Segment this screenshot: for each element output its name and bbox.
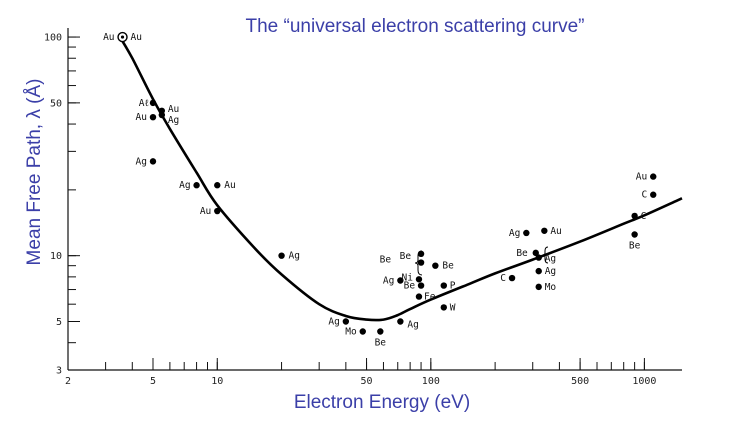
data-point bbox=[397, 277, 404, 284]
data-point-center bbox=[120, 35, 125, 39]
data-point-label: Be bbox=[629, 240, 641, 251]
data-point bbox=[193, 182, 200, 189]
data-point-label: Ag bbox=[289, 251, 300, 262]
data-point-label: Au bbox=[224, 180, 235, 191]
data-point bbox=[377, 328, 384, 335]
data-point-label: Au bbox=[131, 32, 142, 43]
data-point-label: Au bbox=[103, 32, 114, 43]
brace-be-high-energy bbox=[542, 246, 549, 264]
data-point bbox=[359, 328, 366, 335]
data-point-label: Ag bbox=[383, 275, 394, 286]
data-point bbox=[650, 191, 657, 198]
data-point-label: Ag bbox=[179, 180, 190, 191]
data-point-label: Ag bbox=[509, 228, 520, 239]
data-point-label: Ag bbox=[545, 254, 556, 265]
data-point-label: Aℓ bbox=[139, 98, 149, 109]
data-point bbox=[149, 99, 157, 107]
data-point bbox=[631, 231, 638, 238]
data-point-label: Be bbox=[375, 338, 387, 349]
data-point bbox=[532, 249, 539, 257]
data-point-label: C bbox=[641, 190, 647, 201]
data-point-label: Ag bbox=[407, 319, 418, 330]
data-point bbox=[158, 111, 166, 119]
x-tick-label: 1000 bbox=[632, 376, 656, 387]
data-point bbox=[415, 293, 423, 300]
y-tick-label: 10 bbox=[50, 251, 62, 262]
universal-curve bbox=[118, 36, 683, 322]
data-point bbox=[535, 254, 542, 261]
x-tick-label: 500 bbox=[571, 376, 589, 387]
data-point bbox=[523, 229, 530, 237]
data-point bbox=[541, 227, 548, 234]
data-point-label: W bbox=[450, 302, 456, 313]
y-axis-title: Mean Free Path, λ (Å) bbox=[24, 79, 45, 266]
data-point bbox=[631, 212, 638, 220]
data-point-label: Au bbox=[136, 112, 147, 123]
data-point bbox=[342, 318, 350, 325]
data-point-label: Ag bbox=[328, 316, 339, 327]
data-point bbox=[417, 259, 425, 266]
data-point-label: Mo bbox=[345, 327, 357, 338]
data-point-label: Ni bbox=[402, 272, 414, 283]
data-point bbox=[508, 274, 516, 282]
data-point bbox=[440, 282, 447, 289]
x-tick-label: 50 bbox=[361, 376, 373, 387]
data-point-label: Ag bbox=[168, 115, 179, 126]
data-point-label: Be bbox=[442, 261, 454, 272]
data-point-label: P bbox=[450, 281, 456, 292]
y-tick-label: 50 bbox=[50, 98, 62, 109]
data-point-label: Mo bbox=[545, 282, 557, 293]
brace-be bbox=[414, 250, 423, 276]
y-tick-label: 100 bbox=[44, 33, 62, 44]
data-point-label: Au bbox=[200, 206, 211, 217]
data-point bbox=[535, 283, 542, 291]
data-point bbox=[535, 267, 542, 275]
data-point bbox=[214, 182, 221, 189]
x-tick-label: 100 bbox=[422, 376, 440, 387]
data-point bbox=[214, 207, 221, 215]
data-point-label: Be bbox=[400, 251, 412, 262]
data-point-label: Au bbox=[550, 226, 561, 237]
group-braces bbox=[414, 246, 549, 276]
data-point bbox=[278, 252, 285, 259]
data-point bbox=[397, 318, 404, 325]
data-point bbox=[149, 113, 157, 121]
data-point-label: C bbox=[641, 211, 647, 222]
data-point bbox=[440, 304, 447, 311]
x-tick-label: 2 bbox=[65, 376, 71, 387]
y-tick-label: 5 bbox=[56, 317, 62, 328]
x-tick-label: 5 bbox=[150, 376, 156, 387]
x-tick-label: 10 bbox=[211, 376, 223, 387]
axes: 2 5 10 50 100 500 1000 3 5 10 50 100 bbox=[44, 28, 682, 387]
data-point bbox=[149, 158, 157, 165]
data-point-label: Be bbox=[404, 281, 416, 292]
data-point-label: Ag bbox=[545, 266, 556, 277]
data-point-label: C bbox=[500, 273, 506, 284]
chart-title: The “universal electron scattering curve… bbox=[246, 16, 585, 37]
data-point-label: Ag bbox=[136, 156, 147, 167]
data-point-label: Fe bbox=[424, 292, 436, 303]
data-point bbox=[415, 276, 423, 283]
data-point-label: Au bbox=[636, 172, 647, 183]
data-point-label: Be bbox=[516, 248, 528, 259]
data-point bbox=[417, 282, 425, 289]
data-point bbox=[432, 262, 439, 269]
data-point-label: Au bbox=[168, 104, 179, 115]
x-axis-title: Electron Energy (eV) bbox=[294, 392, 470, 413]
data-point-label: Be bbox=[380, 255, 392, 266]
y-tick-label: 3 bbox=[56, 366, 62, 377]
data-point bbox=[650, 173, 657, 180]
